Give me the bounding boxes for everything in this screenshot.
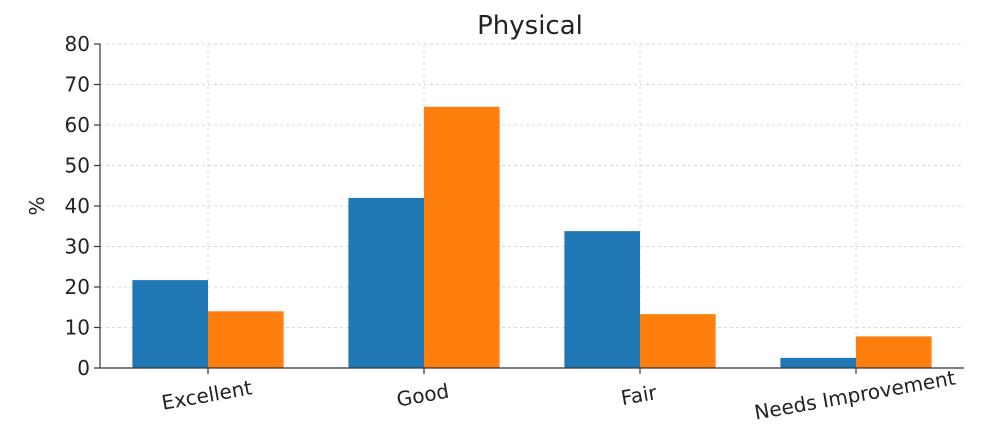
y-tick-label: 0 <box>77 356 90 380</box>
bar-series1-fair <box>564 231 640 368</box>
y-tick-label: 50 <box>65 154 90 178</box>
y-tick-label: 30 <box>65 235 90 259</box>
labels: Physical % <box>25 11 583 216</box>
x-tick-label: Excellent <box>160 375 254 415</box>
y-tick-label: 80 <box>65 32 90 56</box>
bar-series2-fair <box>640 314 716 368</box>
y-tick-label: 10 <box>65 316 90 340</box>
grid-lines <box>100 43 964 368</box>
y-tick-label: 20 <box>65 275 90 299</box>
axes: 0 10 20 30 40 50 60 70 80 Excellent Good Fair Needs … <box>65 32 964 425</box>
bar-series2-needs-improvement <box>856 336 932 368</box>
bar-series2-good <box>424 106 500 369</box>
y-axis-label: % <box>25 196 49 215</box>
x-tick-label: Good <box>395 379 451 412</box>
chart-title: Physical <box>477 11 583 41</box>
y-tick-label: 40 <box>65 194 90 218</box>
x-tick-label: Fair <box>619 380 659 410</box>
bars <box>132 106 932 369</box>
x-tick-label: Needs Improvement <box>752 366 957 425</box>
bar-series1-needs-improvement <box>780 357 856 368</box>
y-tick-label: 60 <box>65 113 90 137</box>
bar-series1-good <box>348 197 424 368</box>
bar-series2-excellent <box>208 311 284 368</box>
bar-series1-excellent <box>132 280 208 368</box>
y-tick-label: 70 <box>65 73 90 97</box>
